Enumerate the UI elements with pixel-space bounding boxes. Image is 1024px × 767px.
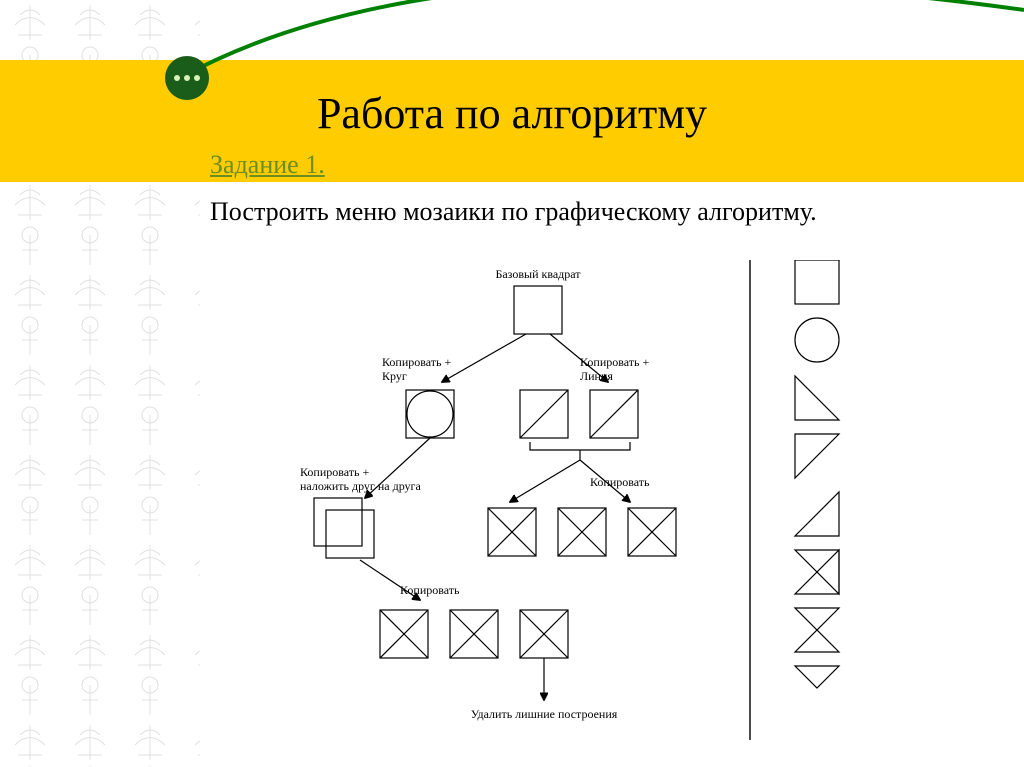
task-label: Задание 1. bbox=[210, 150, 325, 180]
svg-text:Удалить лишние построения: Удалить лишние построения bbox=[471, 707, 618, 721]
svg-text:Круг: Круг bbox=[382, 369, 407, 383]
svg-text:Копировать +: Копировать + bbox=[580, 355, 649, 369]
svg-text:Базовый квадрат: Базовый квадрат bbox=[495, 267, 581, 281]
svg-text:Копировать +: Копировать + bbox=[300, 465, 369, 479]
svg-text:наложить друг на друга: наложить друг на друга bbox=[300, 479, 421, 493]
svg-text:Линия: Линия bbox=[580, 369, 613, 383]
svg-text:Копировать: Копировать bbox=[400, 583, 460, 597]
svg-text:Копировать +: Копировать + bbox=[382, 355, 451, 369]
slide-title: Работа по алгоритму bbox=[0, 88, 1024, 139]
algorithm-diagram: Базовый квадрат Копировать + Круг Копиро… bbox=[210, 260, 910, 760]
body-text: Построить меню мозаики по графическому а… bbox=[210, 196, 910, 229]
svg-text:Копировать: Копировать bbox=[590, 475, 650, 489]
